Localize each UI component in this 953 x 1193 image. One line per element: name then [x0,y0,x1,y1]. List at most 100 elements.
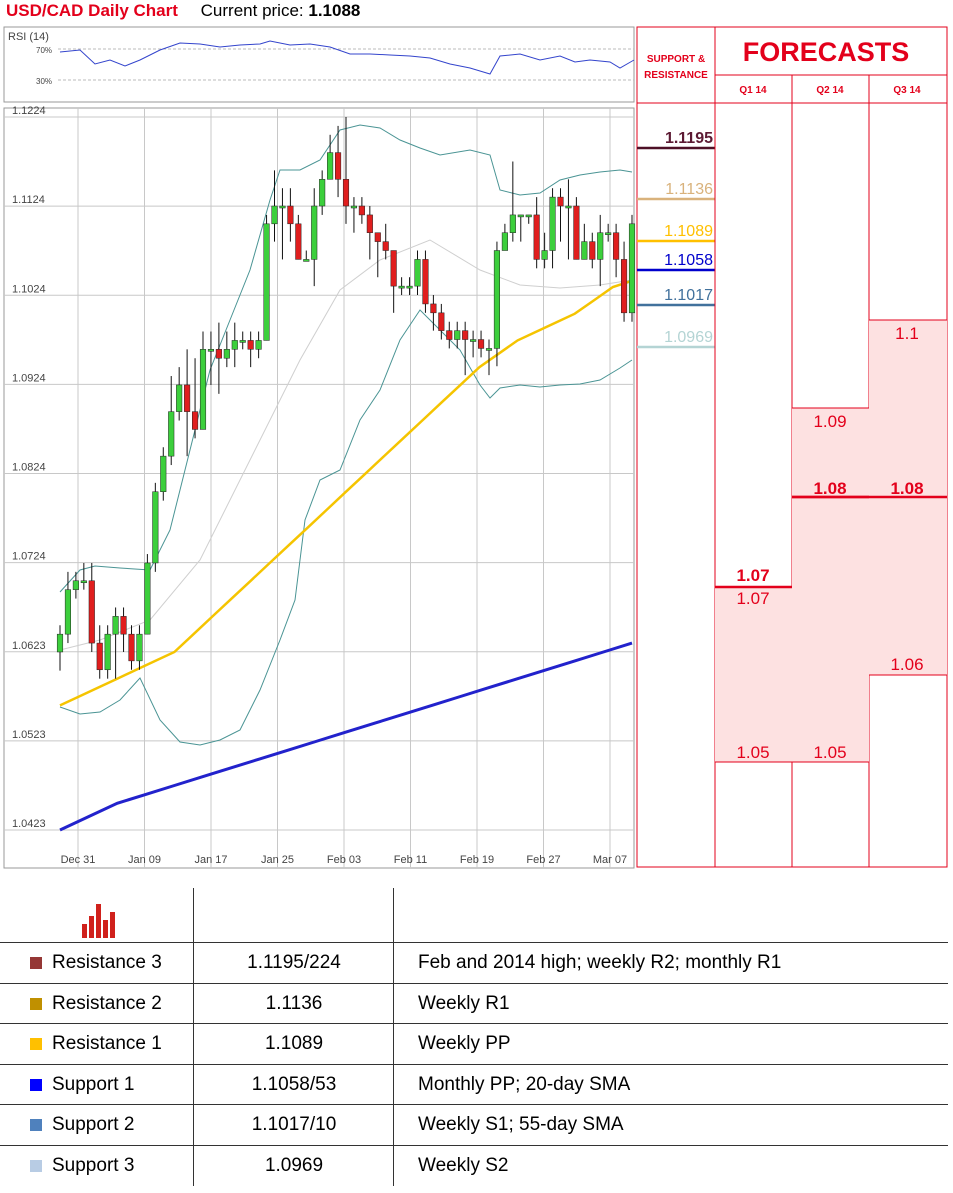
x-tick-label: Feb 03 [327,854,361,866]
y-tick-label: 1.0623 [12,640,46,652]
candle [382,223,389,260]
candle [581,223,588,260]
x-tick-label: Mar 07 [593,854,627,866]
support-resistance-column: SUPPORT & RESISTANCE 1.1195 1.1136 1.1089 1… [636,26,716,868]
candle [96,625,103,679]
table-row: Support 1 1.1058/53 Monthly PP; 20-day SMA [0,1063,948,1105]
level-name-cell: Support 2 [0,1105,193,1145]
candle [613,223,620,278]
candle [56,625,64,671]
candle [223,331,230,368]
forecast-range-q1 [715,587,792,762]
candle [80,562,87,590]
gridlines [4,108,634,868]
x-tick-label: Jan 17 [194,854,227,866]
sr-level-value: 1.1136 [665,181,713,198]
level-name: Resistance 2 [52,992,162,1014]
candle [406,277,413,296]
level-value: 1.1136 [193,983,394,1024]
candle [454,321,461,349]
forecast-q2-hi: 1.09 [813,412,846,431]
forecast-q3-lo: 1.06 [890,655,923,674]
y-tick-label: 1.0724 [12,551,46,563]
candle [621,241,628,322]
forecast-q3-hi: 1.1 [895,324,919,343]
candles [56,117,636,679]
candle [628,214,636,322]
candle [597,214,604,287]
level-description: Weekly S2 [393,1145,948,1186]
candle [168,376,175,466]
level-swatch [30,1119,42,1131]
rsi-label: RSI (14) [8,31,49,43]
level-name: Support 3 [52,1154,135,1176]
level-swatch [30,1038,42,1050]
y-tick-label: 1.0523 [12,729,46,741]
price-value: 1.1088 [308,1,361,20]
candle [319,170,326,215]
candle [589,232,596,269]
candle [271,170,278,242]
candle [573,197,580,260]
level-value: 1.1195/224 [193,943,394,983]
level-swatch [30,957,42,969]
candle [207,331,214,385]
sr-level: 1.0969 [637,329,715,349]
sr-label-line2: RESISTANCE [644,70,708,81]
table-row: Support 3 1.0969 Weekly S2 [0,1144,948,1186]
table-row: Resistance 2 1.1136 Weekly R1 [0,982,948,1024]
candle [231,322,238,368]
forecasts-title: FORECASTS [743,37,910,67]
candle [366,206,373,260]
candle [311,188,318,287]
chart-header: USD/CAD Daily Chart Current price: 1.108… [6,0,360,24]
candle [605,223,612,242]
candle [184,349,191,457]
candle [136,625,143,670]
level-name-cell: Resistance 3 [0,943,193,983]
candle [470,330,477,358]
candle [279,188,286,260]
candle [390,250,397,313]
level-description: Weekly S1; 55-day SMA [393,1105,948,1145]
price-chart: RSI (14) 70% 30% 1.1224 1.1124 1.1024 1.092… [3,26,948,869]
candle [446,321,453,349]
x-tick-label: Feb 27 [526,854,560,866]
candle [215,322,222,394]
forecast-col-q1: Q1 14 [739,85,767,96]
candle [303,250,310,262]
level-name-cell: Support 1 [0,1065,193,1105]
level-name: Support 1 [52,1073,135,1095]
sma-55-line [59,279,633,707]
candle [557,188,564,242]
candle [478,330,485,358]
level-description: Weekly PP [393,1024,948,1064]
candle [358,197,365,224]
candle [199,331,207,430]
forecast-q3-mid: 1.08 [890,479,923,498]
candle [438,303,445,340]
rsi-panel: RSI (14) 70% 30% [3,26,635,103]
y-tick-label: 1.0824 [12,462,46,474]
sr-level-value: 1.1058 [664,252,713,269]
forecast-q1-mid: 1.07 [736,566,769,585]
bollinger-bands [59,124,633,746]
candle [335,125,342,198]
sma-200-line [59,641,633,832]
y-tick-label: 1.1124 [12,194,45,206]
candle [342,117,350,224]
level-name-cell: Resistance 2 [0,984,193,1024]
candle [287,188,294,242]
candle [247,331,254,368]
forecast-q2-mid: 1.08 [813,479,846,498]
candle [144,554,151,635]
candle [160,447,167,501]
candle [104,625,111,679]
candle [398,277,405,296]
candle [501,223,508,251]
forecast-col-q2: Q2 14 [816,85,844,96]
level-value: 1.0969 [193,1145,394,1186]
candle [176,367,183,421]
x-tick-label: Feb 11 [394,854,427,866]
sr-level-value: 1.0969 [664,329,713,346]
